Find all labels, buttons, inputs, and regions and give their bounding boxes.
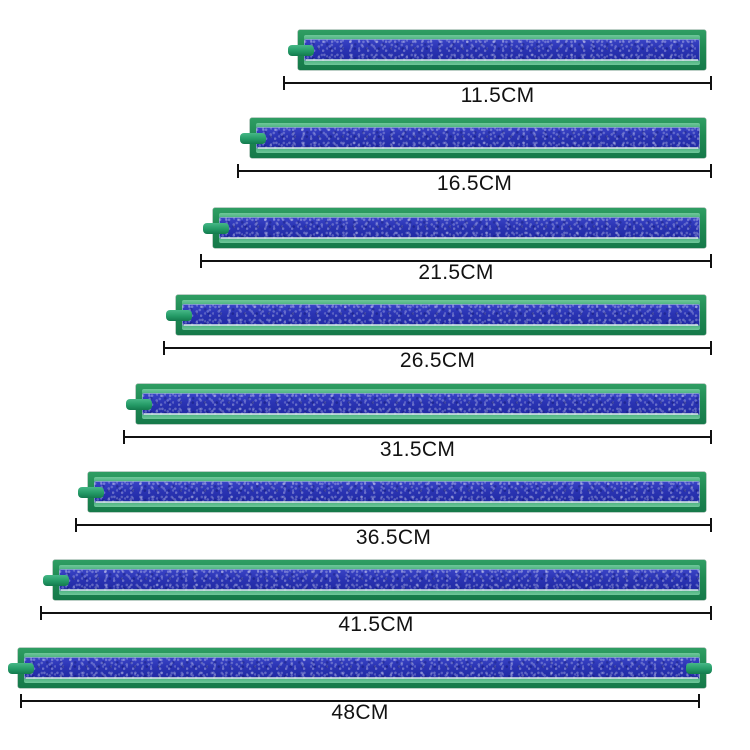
dimension-cap-left (200, 254, 202, 268)
air-nozzle-left (126, 399, 152, 410)
dimension-cap-left (40, 606, 42, 620)
dimension-cap-right (710, 518, 712, 532)
dimension-cap-left (163, 341, 165, 355)
air-stone-bar (240, 112, 712, 164)
dimension-label: 16.5CM (436, 172, 513, 195)
dimension-label: 31.5CM (379, 438, 456, 461)
porous-stone-face (182, 304, 700, 326)
air-stone-bar (8, 642, 712, 694)
stone-rail-top (182, 300, 700, 307)
porous-stone-face (219, 217, 700, 239)
dimension-cap-left (237, 164, 239, 178)
dimension-cap-left (283, 76, 285, 90)
dimension-label: 36.5CM (355, 526, 432, 549)
dimension-label: 26.5CM (399, 349, 476, 372)
dimension-cap-right (710, 341, 712, 355)
dimension-label: 48CM (331, 701, 389, 724)
dimension-label: 21.5CM (418, 261, 494, 284)
porous-stone-face (59, 569, 700, 591)
stone-rail-bottom (256, 146, 700, 153)
air-nozzle-left (203, 223, 229, 234)
air-stone-bar (203, 202, 712, 254)
stone-rail-top (94, 477, 700, 484)
dimension-line-stroke (123, 436, 712, 438)
dimension-line-stroke (237, 170, 712, 172)
stone-rail-top (24, 653, 700, 660)
air-stone-bar (288, 24, 712, 76)
dimension-cap-left (20, 694, 22, 708)
air-stone-bar (43, 554, 712, 606)
air-stone-bar (78, 466, 712, 518)
dimension-line (75, 518, 712, 532)
dimension-cap-right (710, 164, 712, 178)
stone-rail-bottom (219, 236, 700, 243)
air-nozzle-left (8, 663, 34, 674)
air-stone-bar (166, 289, 712, 341)
stone-rail-bottom (59, 588, 700, 595)
stone-rail-bottom (94, 500, 700, 507)
dimension-line (200, 254, 712, 268)
dimension-line-stroke (200, 260, 712, 262)
dimension-cap-right (710, 76, 712, 90)
dimension-cap-right (710, 606, 712, 620)
stone-rail-bottom (142, 412, 700, 419)
stone-rail-top (59, 565, 700, 572)
porous-stone-face (24, 657, 700, 679)
dimension-line-stroke (283, 82, 712, 84)
stone-rail-bottom (304, 58, 700, 65)
air-nozzle-left (240, 133, 266, 144)
dimension-line (237, 164, 712, 178)
porous-stone-face (256, 127, 700, 149)
dimension-line-stroke (20, 700, 700, 702)
stone-rail-top (256, 123, 700, 130)
air-nozzle-left (288, 45, 314, 56)
dimension-line-stroke (75, 524, 712, 526)
dimension-label: 41.5CM (338, 613, 414, 636)
stone-rail-top (219, 213, 700, 220)
dimension-line-stroke (40, 612, 712, 614)
dimension-cap-right (710, 254, 712, 268)
stone-rail-top (304, 35, 700, 42)
porous-stone-face (304, 39, 700, 61)
dimension-line (123, 430, 712, 444)
dimension-line (283, 76, 712, 90)
air-nozzle-right (686, 663, 712, 674)
stone-rail-top (142, 389, 700, 396)
dimension-cap-right (698, 694, 700, 708)
porous-stone-face (142, 393, 700, 415)
air-nozzle-left (43, 575, 69, 586)
dimension-cap-right (710, 430, 712, 444)
dimension-line (40, 606, 712, 620)
stone-rail-bottom (182, 323, 700, 330)
stone-rail-bottom (24, 676, 700, 683)
dimension-cap-left (75, 518, 77, 532)
dimension-line (20, 694, 700, 708)
dimension-line (163, 341, 712, 355)
dimension-cap-left (123, 430, 125, 444)
air-nozzle-left (78, 487, 104, 498)
air-nozzle-left (166, 310, 192, 321)
porous-stone-face (94, 481, 700, 503)
dimension-label: 11.5CM (460, 84, 535, 107)
air-stone-bar (126, 378, 712, 430)
dimension-line-stroke (163, 347, 712, 349)
